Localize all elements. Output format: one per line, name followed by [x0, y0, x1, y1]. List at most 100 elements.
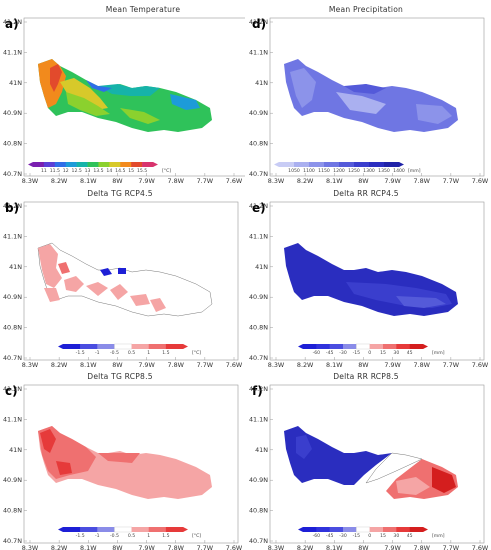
panel-b-delta-tg-rcp45: Delta TG RCP4.5 b) -1.5 -1 -0.5 0.5 1 1.5 [°C]…	[0, 184, 245, 367]
y-tick-label: 40.8N	[3, 507, 22, 515]
x-tick-label: 7.7W	[443, 544, 460, 550]
panel-a-mean-temperature: Mean Temperature a) 11 11.5 12 12.5 13 13.5 14…	[0, 0, 245, 184]
colorbar-label: 1150	[318, 168, 330, 174]
panel-d-title: Mean Precipitation	[329, 5, 403, 14]
colorbar-swatch	[63, 344, 81, 349]
y-tick-label: 40.7N	[3, 170, 22, 178]
colorbar-swatch	[131, 527, 150, 532]
colorbar-swatch	[294, 162, 310, 167]
x-tick-label: 8.3W	[22, 544, 39, 550]
panel-b-label: b)	[5, 201, 19, 215]
y-tick-label: 41N	[9, 79, 22, 87]
panel-b-colorbar: -1.5 -1 -0.5 0.5 1 1.5 [°C]	[58, 343, 201, 356]
y-tick-label: 41N	[255, 79, 268, 87]
colorbar-swatch	[339, 162, 355, 167]
colorbar-label: 1.5	[162, 533, 169, 539]
colorbar-label: 15	[128, 168, 134, 174]
panel-d-y-ticks: 41.2N 41.1N 41N 40.9N 40.8N 40.7N	[249, 18, 273, 178]
colorbar-swatch	[396, 527, 410, 532]
y-tick-label: 40.7N	[3, 537, 22, 545]
colorbar-swatch	[148, 344, 167, 349]
x-tick-label: 7.7W	[197, 177, 214, 184]
x-tick-label: 8.3W	[22, 361, 39, 367]
panel-b-map	[37, 242, 213, 317]
y-tick-label: 40.9N	[249, 109, 268, 117]
colorbar-swatch	[131, 162, 143, 167]
y-tick-label: 40.9N	[3, 109, 22, 117]
colorbar-swatch	[114, 343, 133, 350]
colorbar-label: 1200	[333, 168, 345, 174]
panel-e-frame	[269, 201, 485, 361]
colorbar-swatch	[165, 527, 184, 532]
colorbar-label: 1250	[348, 168, 360, 174]
panel-f-title: Delta RR RCP8.5	[333, 372, 399, 381]
panel-a-map	[38, 59, 212, 132]
y-tick-label: 40.7N	[249, 354, 268, 362]
panel-d-x-ticks: 8.3W 8.2W 8.1W 8W 7.9W 7.8W 7.7W 7.6W	[268, 173, 489, 184]
colorbar-label: 12.5	[72, 168, 82, 174]
colorbar-label: -60	[313, 350, 321, 356]
colorbar-swatch	[316, 527, 330, 532]
y-tick-label: 40.8N	[249, 140, 268, 148]
x-tick-label: 7.8W	[167, 177, 184, 184]
colorbar-swatch	[354, 162, 370, 167]
colorbar-left-arrow	[298, 344, 303, 349]
x-tick-label: 7.8W	[167, 544, 184, 550]
colorbar-label: -1	[95, 350, 100, 356]
x-tick-label: 7.8W	[413, 177, 430, 184]
x-tick-label: 8.1W	[80, 361, 97, 367]
panel-e-x-ticks: 8.3W 8.2W 8.1W 8W 7.9W 7.8W 7.7W 7.6W	[268, 357, 489, 367]
x-tick-label: 8.1W	[80, 544, 97, 550]
colorbar-swatch	[409, 344, 424, 349]
colorbar-swatch	[383, 344, 397, 349]
colorbar-swatch	[343, 527, 357, 532]
colorbar-left-arrow	[58, 527, 63, 532]
colorbar-label: 0.5	[128, 533, 135, 539]
x-tick-label: 8.2W	[297, 544, 314, 550]
colorbar-label: 1	[147, 350, 150, 356]
y-tick-label: 41.2N	[249, 18, 268, 26]
panel-c-title: Delta TG RCP8.5	[87, 372, 152, 381]
colorbar-label: 14	[106, 168, 112, 174]
colorbar-swatch	[131, 344, 150, 349]
colorbar-label: 0	[368, 533, 371, 539]
panel-a-colorbar: 11 11.5 12 12.5 13 13.5 14 14.5 15 15.5 [°C]	[28, 162, 171, 174]
colorbar-swatch	[98, 162, 110, 167]
colorbar-right-arrow	[423, 527, 428, 532]
colorbar-label: -30	[339, 533, 347, 539]
x-tick-label: 8.1W	[326, 361, 343, 367]
y-tick-label: 41.1N	[249, 232, 268, 240]
panel-e-title: Delta RR RCP4.5	[333, 189, 399, 198]
colorbar-label: 13	[85, 168, 91, 174]
y-tick-label: 41.1N	[249, 48, 268, 56]
y-tick-label: 41.2N	[249, 202, 268, 210]
x-tick-label: 8W	[358, 544, 369, 550]
panel-a-title: Mean Temperature	[106, 5, 181, 14]
x-tick-label: 8.3W	[268, 177, 285, 184]
colorbar-label: -15	[353, 350, 361, 356]
colorbar-swatch	[383, 527, 397, 532]
colorbar-label: 11.5	[50, 168, 60, 174]
panel-a-label: a)	[5, 17, 19, 31]
x-tick-label: 7.9W	[138, 177, 155, 184]
colorbar-label: -0.5	[110, 533, 119, 539]
y-tick-label: 41N	[255, 446, 268, 454]
colorbar-label: -60	[313, 533, 321, 539]
y-tick-label: 40.9N	[249, 476, 268, 484]
x-tick-label: 8W	[358, 177, 369, 184]
x-tick-label: 7.9W	[384, 361, 401, 367]
panel-e-delta-rr-rcp45: Delta RR RCP4.5 e) -60 -45 -30 -15 0 15 30 45 [m…	[246, 184, 491, 367]
x-tick-label: 7.9W	[138, 544, 155, 550]
colorbar-right-arrow	[153, 162, 158, 167]
panel-c-delta-tg-rcp85: Delta TG RCP8.5 c) -1.5 -1 -0.5 0.5 1 1.5 [°C]…	[0, 367, 245, 550]
x-tick-label: 7.9W	[384, 177, 401, 184]
panel-c-frame	[23, 384, 239, 544]
y-tick-label: 40.7N	[3, 354, 22, 362]
colorbar-swatch	[109, 162, 121, 167]
panel-d-mean-precipitation: Mean Precipitation d) 1050 1100 1150 1200 12…	[246, 0, 491, 184]
panel-b-x-ticks: 8.3W 8.2W 8.1W 8W 7.9W 7.8W 7.7W 7.6W	[22, 357, 243, 367]
x-tick-label: 7.8W	[413, 544, 430, 550]
colorbar-label: 12	[63, 168, 69, 174]
x-tick-label: 8.2W	[51, 177, 68, 184]
